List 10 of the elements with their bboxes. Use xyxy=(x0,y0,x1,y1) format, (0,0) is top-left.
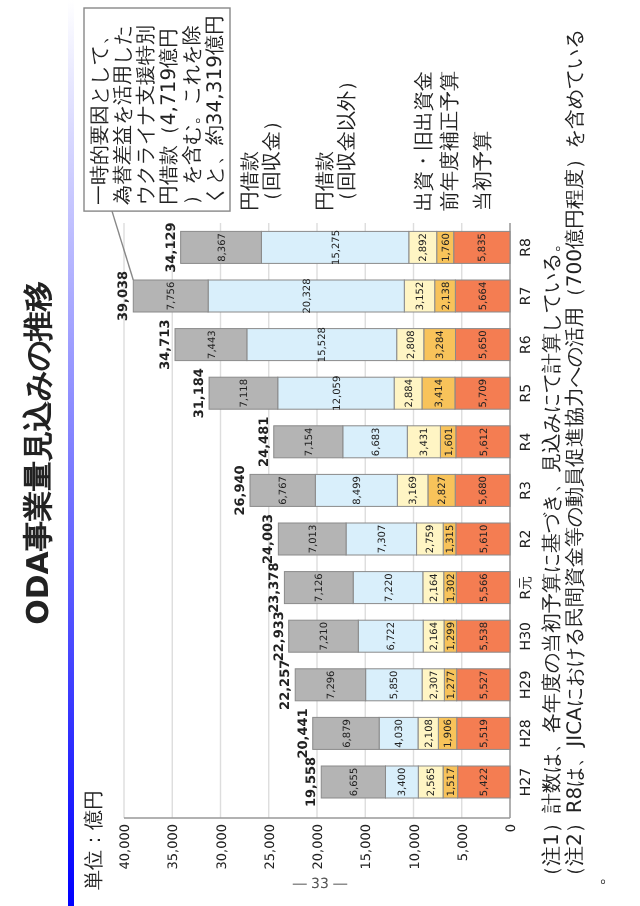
text: 単位：億円 xyxy=(82,790,106,890)
text: 前年度補正予算 xyxy=(437,71,462,212)
text: 円借款（回収金以外） xyxy=(315,71,360,212)
text: （注1）計数は、各年度の当初予算に基づき、見込みにて計算している。 xyxy=(540,233,564,886)
text: 当初予算 xyxy=(470,131,495,212)
text: 円借款（回収金） xyxy=(240,111,284,212)
annotation: 一時的要因として、為替差益を活用したウクライナ支援特別円借款（4,719億円）を含む。これを除くと、約34,319億円 xyxy=(88,15,227,206)
text: ODA事業量見込みの推移 xyxy=(20,281,56,625)
text: 出資・旧出資金 xyxy=(411,71,436,212)
text: （注2）R8は、JICAにおける民間資金等の動員促進協力への活用（700億円程度）を含めている。 xyxy=(563,29,609,886)
